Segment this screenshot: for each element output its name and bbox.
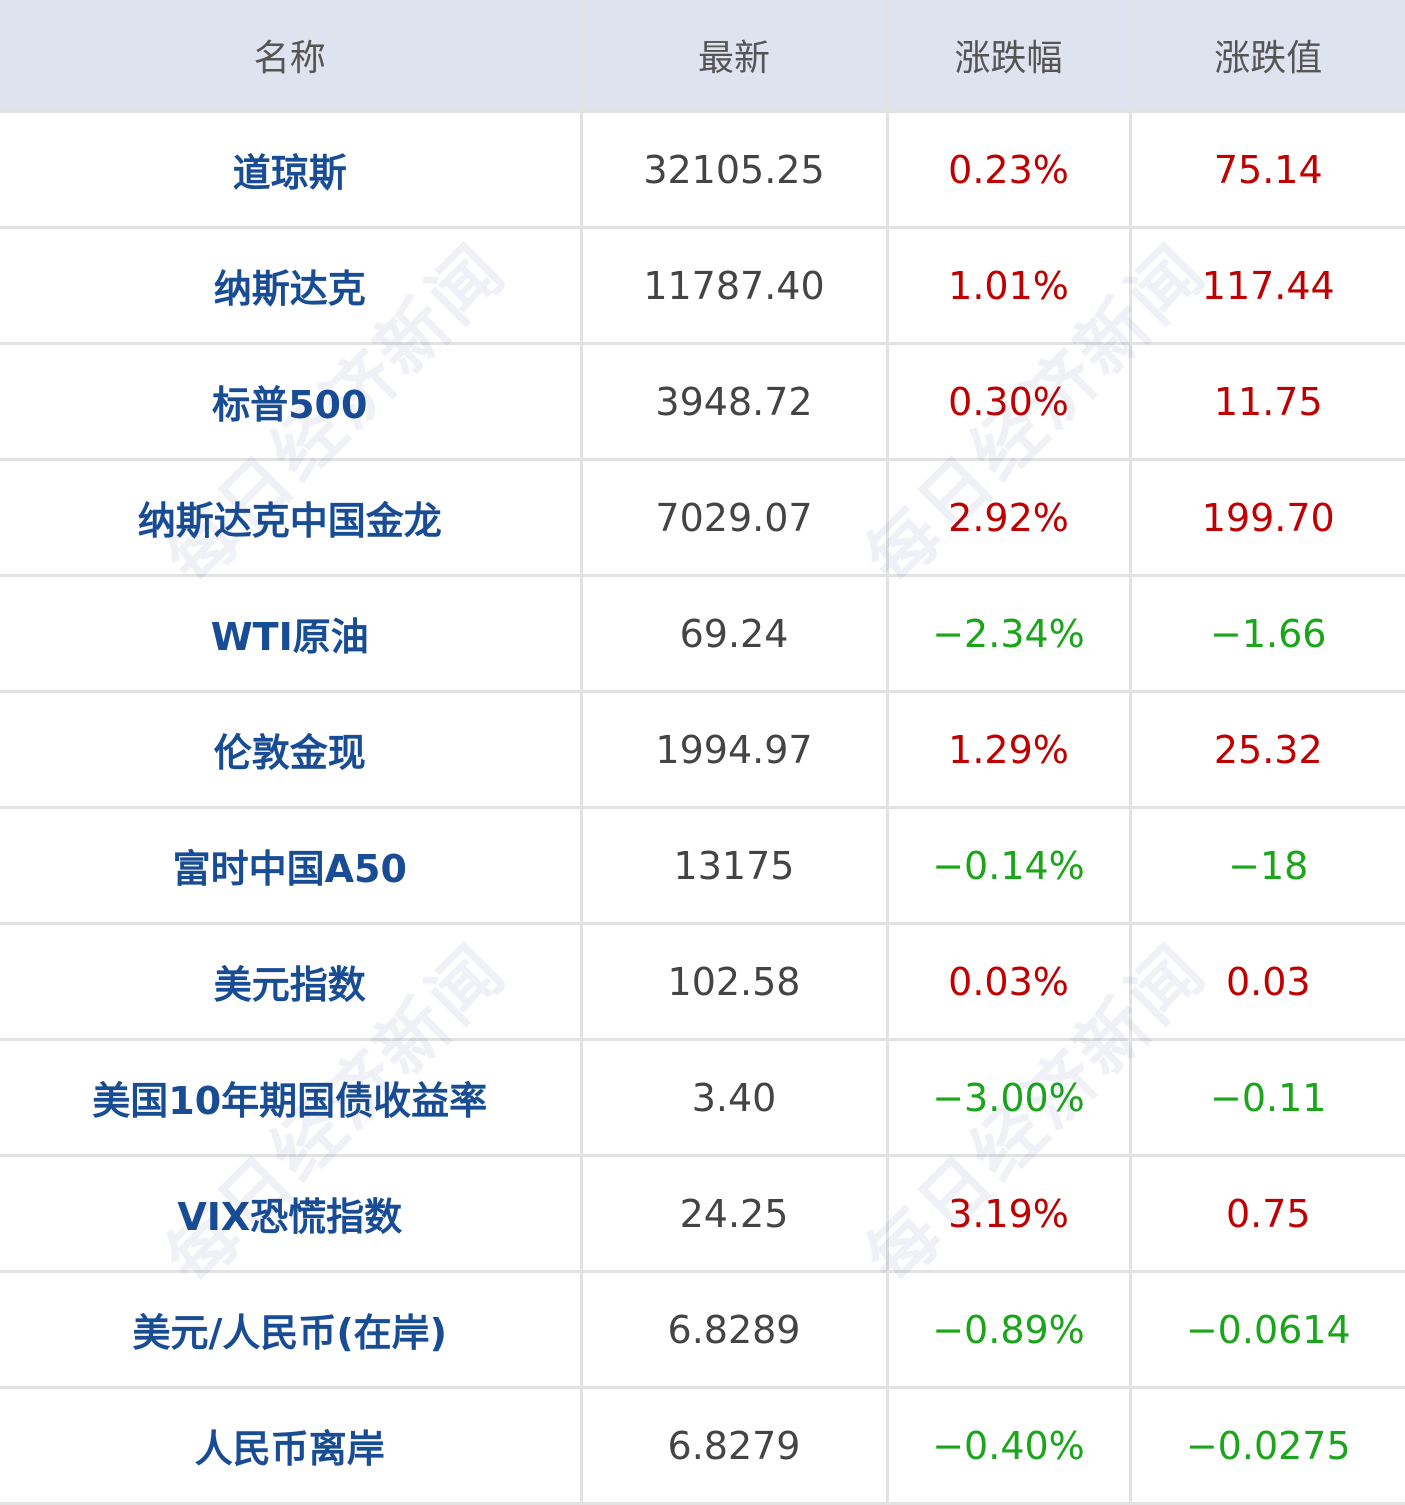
cell-last: 13175 [579,806,889,925]
cell-pct: −0.89% [885,1270,1132,1389]
cell-chg: 11.75 [1128,342,1405,461]
cell-last: 24.25 [579,1154,889,1273]
table-row: WTI原油 69.24 −2.34% −1.66 [0,574,1405,693]
cell-name: 美国10年期国债收益率 [0,1038,583,1157]
table-row: 富时中国A50 13175 −0.14% −18 [0,806,1405,925]
cell-last: 6.8289 [579,1270,889,1389]
table-row: 标普500 3948.72 0.30% 11.75 [0,342,1405,461]
cell-pct: −2.34% [885,574,1132,693]
cell-chg: −0.0614 [1128,1270,1405,1389]
cell-last: 32105.25 [579,110,889,229]
cell-pct: −0.40% [885,1386,1132,1505]
cell-pct: 0.23% [885,110,1132,229]
header-chg: 涨跌值 [1128,0,1405,113]
cell-pct: −3.00% [885,1038,1132,1157]
cell-pct: 2.92% [885,458,1132,577]
cell-chg: 199.70 [1128,458,1405,577]
header-row: 名称 最新 涨跌幅 涨跌值 [0,0,1405,113]
cell-name: WTI原油 [0,574,583,693]
table-row: 纳斯达克 11787.40 1.01% 117.44 [0,226,1405,345]
cell-name: 道琼斯 [0,110,583,229]
cell-last: 11787.40 [579,226,889,345]
cell-pct: 0.30% [885,342,1132,461]
table-row: 美元/人民币(在岸) 6.8289 −0.89% −0.0614 [0,1270,1405,1389]
cell-chg: 0.75 [1128,1154,1405,1273]
table-row: VIX恐慌指数 24.25 3.19% 0.75 [0,1154,1405,1273]
cell-last: 3948.72 [579,342,889,461]
cell-pct: −0.14% [885,806,1132,925]
cell-name: 美元指数 [0,922,583,1041]
cell-name: 美元/人民币(在岸) [0,1270,583,1389]
cell-last: 7029.07 [579,458,889,577]
cell-chg: 25.32 [1128,690,1405,809]
cell-name: 人民币离岸 [0,1386,583,1505]
cell-pct: 0.03% [885,922,1132,1041]
cell-name: 纳斯达克 [0,226,583,345]
cell-last: 69.24 [579,574,889,693]
cell-chg: −0.11 [1128,1038,1405,1157]
cell-name: 纳斯达克中国金龙 [0,458,583,577]
cell-pct: 1.01% [885,226,1132,345]
cell-last: 6.8279 [579,1386,889,1505]
cell-chg: −1.66 [1128,574,1405,693]
cell-chg: 75.14 [1128,110,1405,229]
table-row: 美国10年期国债收益率 3.40 −3.00% −0.11 [0,1038,1405,1157]
cell-name: VIX恐慌指数 [0,1154,583,1273]
cell-name: 伦敦金现 [0,690,583,809]
table-row: 纳斯达克中国金龙 7029.07 2.92% 199.70 [0,458,1405,577]
cell-chg: −18 [1128,806,1405,925]
table-row: 伦敦金现 1994.97 1.29% 25.32 [0,690,1405,809]
header-last: 最新 [579,0,889,113]
cell-pct: 1.29% [885,690,1132,809]
table-row: 人民币离岸 6.8279 −0.40% −0.0275 [0,1386,1405,1505]
header-name: 名称 [0,0,583,113]
cell-chg: −0.0275 [1128,1386,1405,1505]
cell-chg: 117.44 [1128,226,1405,345]
cell-name: 标普500 [0,342,583,461]
table-row: 美元指数 102.58 0.03% 0.03 [0,922,1405,1041]
cell-last: 102.58 [579,922,889,1041]
header-pct: 涨跌幅 [885,0,1132,113]
table-row: 道琼斯 32105.25 0.23% 75.14 [0,110,1405,229]
cell-name: 富时中国A50 [0,806,583,925]
cell-last: 1994.97 [579,690,889,809]
cell-last: 3.40 [579,1038,889,1157]
cell-chg: 0.03 [1128,922,1405,1041]
cell-pct: 3.19% [885,1154,1132,1273]
